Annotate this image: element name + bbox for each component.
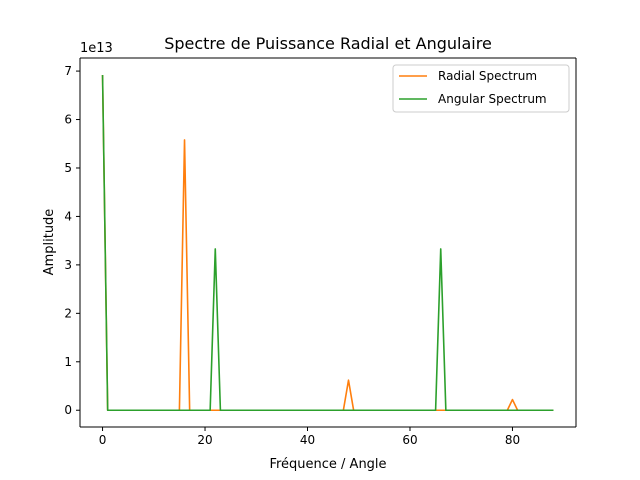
y-tick-label: 2 bbox=[64, 306, 72, 320]
chart-title: Spectre de Puissance Radial et Angulaire bbox=[164, 34, 492, 53]
x-tick-label: 40 bbox=[300, 433, 315, 447]
x-tick-label: 0 bbox=[99, 433, 107, 447]
x-tick-label: 80 bbox=[505, 433, 520, 447]
x-axis-label: Fréquence / Angle bbox=[269, 457, 386, 472]
y-tick-label: 0 bbox=[64, 403, 72, 417]
y-tick-label: 4 bbox=[64, 209, 72, 223]
plot-area: 0 20 40 60 80 0 1 2 3 4 5 6 7 bbox=[64, 57, 577, 447]
y-tick-label: 5 bbox=[64, 161, 72, 175]
legend-entries: Radial Spectrum Angular Spectrum bbox=[399, 69, 547, 106]
y-tick-label: 1 bbox=[64, 355, 72, 369]
y-offset-label: 1e13 bbox=[80, 41, 113, 56]
y-axis-label: Amplitude bbox=[42, 209, 57, 276]
y-tick-label: 6 bbox=[64, 113, 72, 127]
series-layer bbox=[101, 74, 554, 412]
y-axis-ticks: 0 1 2 3 4 5 6 7 bbox=[64, 64, 80, 417]
legend-label: Radial Spectrum bbox=[438, 69, 537, 83]
y-tick-label: 3 bbox=[64, 258, 72, 272]
y-tick-label: 7 bbox=[64, 64, 72, 78]
series-line-angular bbox=[101, 74, 554, 412]
legend: Radial Spectrum Angular Spectrum bbox=[392, 64, 570, 113]
plot-background bbox=[80, 58, 576, 427]
x-tick-label: 60 bbox=[402, 433, 417, 447]
legend-label: Angular Spectrum bbox=[438, 92, 547, 106]
x-tick-label: 20 bbox=[197, 433, 212, 447]
x-axis-ticks: 0 20 40 60 80 bbox=[99, 427, 520, 447]
legend-box bbox=[392, 64, 570, 113]
